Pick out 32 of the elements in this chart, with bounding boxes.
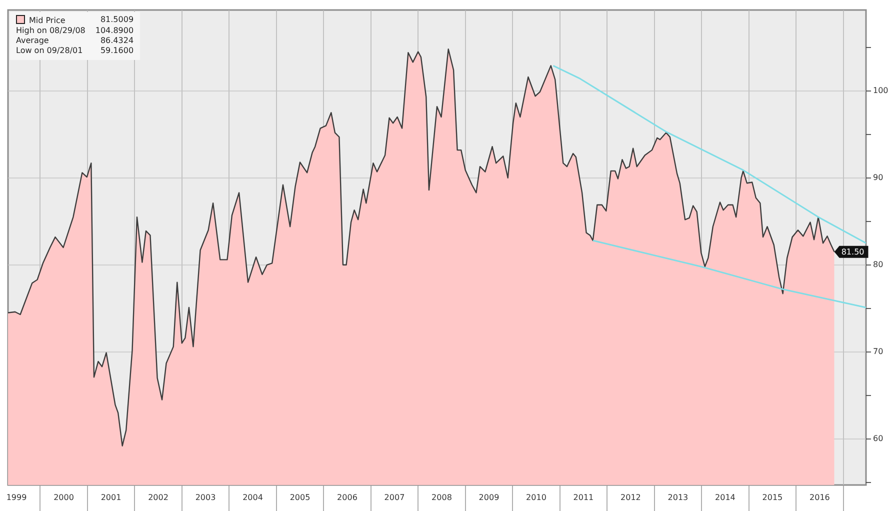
- annotation: Low on 09/28/01: [16, 46, 84, 56]
- y-tick-label: 80: [873, 260, 884, 269]
- annotation: 81.5009: [99, 15, 134, 26]
- x-tick-label: 2012: [620, 492, 641, 502]
- y-tick-label: 90: [873, 172, 884, 182]
- x-tick-label: 2016: [810, 492, 830, 502]
- x-tick-label: 2001: [100, 492, 122, 502]
- x-tick-label: 2011: [573, 492, 594, 502]
- x-tick-label: 2015: [762, 492, 783, 502]
- annotation: 104.8900: [95, 26, 134, 36]
- annotation: High on 08/29/08: [16, 26, 86, 36]
- x-tick-label: 2003: [195, 492, 216, 502]
- annotation: 86.4324: [99, 36, 134, 46]
- x-tick-label: 2006: [337, 492, 358, 502]
- x-tick-label: 2013: [668, 492, 688, 502]
- x-tick-label: 2000: [54, 492, 74, 502]
- x-tick-label: 2010: [526, 492, 546, 502]
- x-tick-label: 2002: [148, 492, 168, 502]
- annotation: Average: [16, 36, 50, 46]
- x-tick-label: 2008: [432, 492, 452, 502]
- x-tick-label: 2005: [290, 492, 310, 502]
- data-label: 81.50: [841, 247, 864, 256]
- text: Mid Price: [28, 15, 66, 26]
- x-tick-label: 1999: [6, 492, 27, 502]
- x-tick-label: 2014: [715, 492, 736, 502]
- x-tick-label: 2007: [384, 492, 405, 502]
- y-tick-label: 100: [873, 86, 888, 95]
- x-tick-label: 2004: [242, 492, 263, 502]
- annotation: 59.1600: [99, 46, 134, 56]
- x-tick-label: 2009: [478, 492, 500, 502]
- y-tick-label: 60: [873, 434, 884, 443]
- y-tick-label: 70: [873, 346, 884, 356]
